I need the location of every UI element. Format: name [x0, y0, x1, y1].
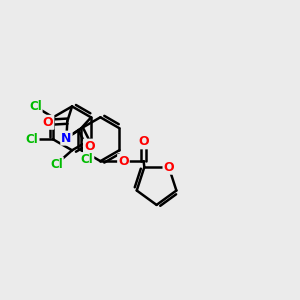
Text: Cl: Cl [29, 100, 42, 113]
Text: Cl: Cl [81, 153, 93, 166]
Text: O: O [164, 161, 174, 174]
Text: O: O [138, 135, 149, 148]
Text: O: O [84, 140, 94, 153]
Text: Cl: Cl [26, 133, 39, 146]
Text: Cl: Cl [50, 158, 63, 171]
Text: O: O [118, 155, 129, 168]
Text: O: O [43, 116, 53, 129]
Text: N: N [61, 132, 72, 145]
